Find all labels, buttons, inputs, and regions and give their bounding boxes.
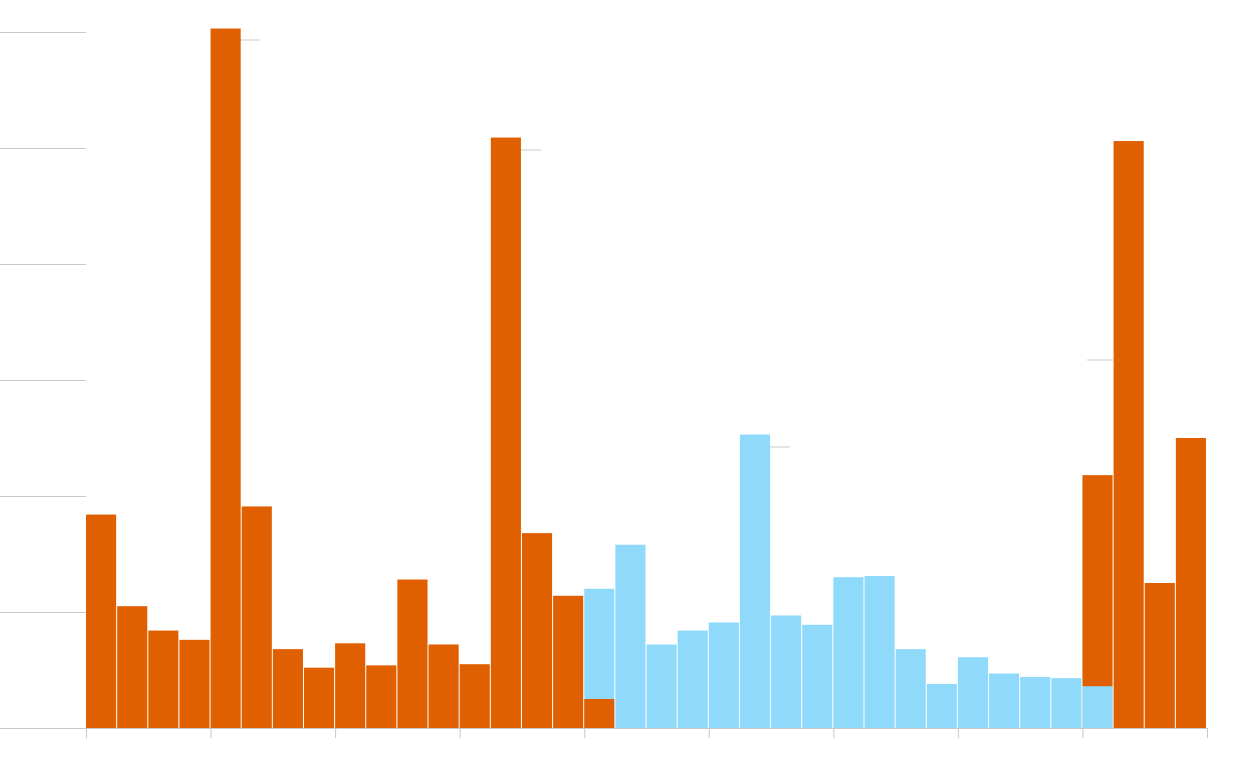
bar: [957, 657, 989, 728]
bar: [553, 595, 584, 728]
bar: [179, 639, 210, 728]
bar: [210, 28, 241, 728]
bar: [459, 664, 490, 728]
bar: [989, 673, 1020, 728]
bar: [148, 630, 179, 728]
bar: [771, 615, 802, 728]
bar: [1113, 141, 1144, 729]
bar: [739, 434, 771, 728]
bar: [802, 624, 833, 728]
bar: [521, 533, 553, 728]
bar: [895, 649, 926, 728]
bar: [708, 622, 739, 728]
bar: [335, 643, 366, 728]
bar: [366, 665, 397, 728]
bar: [615, 544, 646, 728]
bar: [1175, 438, 1206, 728]
bar: [303, 667, 335, 728]
bar: [117, 606, 148, 728]
bar: [1144, 583, 1175, 728]
bar: [646, 644, 677, 728]
bar: [86, 514, 117, 728]
bar: [490, 137, 521, 728]
bar: [241, 506, 272, 728]
bar: [584, 699, 615, 728]
bar: [428, 644, 459, 728]
bar: [272, 649, 303, 728]
bar: [1082, 475, 1113, 728]
bar: [1020, 676, 1051, 728]
bar: [1051, 678, 1082, 728]
bar: [397, 579, 428, 728]
bar: [1082, 686, 1113, 728]
bar: [677, 630, 708, 728]
bar: [926, 683, 957, 728]
bar: [864, 576, 895, 728]
bar: [833, 577, 864, 728]
